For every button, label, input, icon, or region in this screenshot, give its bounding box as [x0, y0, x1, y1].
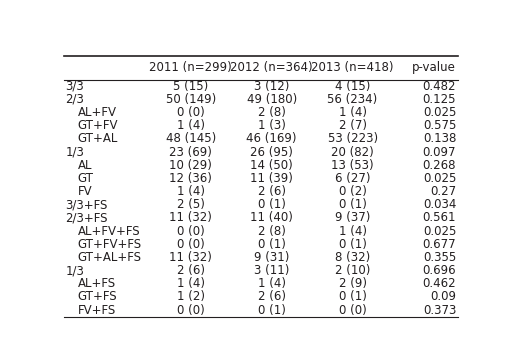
Text: 0.27: 0.27	[430, 185, 456, 198]
Text: 2/3+FS: 2/3+FS	[66, 211, 108, 224]
Text: 14 (50): 14 (50)	[250, 159, 293, 172]
Text: 2 (6): 2 (6)	[177, 264, 205, 277]
Text: 0.575: 0.575	[423, 119, 456, 132]
Text: 0.138: 0.138	[423, 132, 456, 146]
Text: 2 (8): 2 (8)	[258, 224, 286, 237]
Text: 1 (4): 1 (4)	[258, 277, 286, 290]
Text: 3/3+FS: 3/3+FS	[66, 198, 108, 211]
Text: FV+FS: FV+FS	[77, 303, 116, 316]
Text: 10 (29): 10 (29)	[169, 159, 212, 172]
Text: 1 (4): 1 (4)	[177, 277, 205, 290]
Text: GT: GT	[77, 172, 94, 185]
Text: 1 (4): 1 (4)	[177, 185, 205, 198]
Text: 1/3: 1/3	[66, 264, 84, 277]
Text: 23 (69): 23 (69)	[169, 146, 212, 159]
Text: 0.025: 0.025	[423, 172, 456, 185]
Text: AL+FV: AL+FV	[77, 106, 117, 119]
Text: 0.373: 0.373	[423, 303, 456, 316]
Text: 0.025: 0.025	[423, 224, 456, 237]
Text: 1 (4): 1 (4)	[338, 106, 366, 119]
Text: AL: AL	[77, 159, 92, 172]
Text: 0.09: 0.09	[430, 290, 456, 303]
Text: 26 (95): 26 (95)	[250, 146, 293, 159]
Text: 0.482: 0.482	[422, 80, 456, 93]
Text: GT+FV+FS: GT+FV+FS	[77, 238, 142, 251]
Text: 0 (2): 0 (2)	[338, 185, 366, 198]
Text: 20 (82): 20 (82)	[331, 146, 374, 159]
Text: 1/3: 1/3	[66, 146, 84, 159]
Text: 0 (1): 0 (1)	[258, 303, 286, 316]
Text: 50 (149): 50 (149)	[166, 93, 216, 106]
Text: FV: FV	[77, 185, 92, 198]
Text: 0.034: 0.034	[423, 198, 456, 211]
Text: 1 (2): 1 (2)	[177, 290, 205, 303]
Text: 2 (8): 2 (8)	[258, 106, 286, 119]
Text: 0 (0): 0 (0)	[177, 303, 205, 316]
Text: GT+FV: GT+FV	[77, 119, 118, 132]
Text: 2 (6): 2 (6)	[258, 290, 286, 303]
Text: AL+FV+FS: AL+FV+FS	[77, 224, 140, 237]
Text: 12 (36): 12 (36)	[169, 172, 212, 185]
Text: 56 (234): 56 (234)	[327, 93, 378, 106]
Text: 0 (1): 0 (1)	[338, 290, 366, 303]
Text: 11 (32): 11 (32)	[169, 251, 212, 264]
Text: 0.561: 0.561	[422, 211, 456, 224]
Text: 0 (1): 0 (1)	[258, 238, 286, 251]
Text: 1 (4): 1 (4)	[177, 119, 205, 132]
Text: 2 (5): 2 (5)	[177, 198, 205, 211]
Text: 0 (0): 0 (0)	[177, 106, 205, 119]
Text: 13 (53): 13 (53)	[331, 159, 374, 172]
Text: 0 (1): 0 (1)	[258, 198, 286, 211]
Text: 9 (31): 9 (31)	[254, 251, 290, 264]
Text: 2 (10): 2 (10)	[335, 264, 370, 277]
Text: 2 (9): 2 (9)	[338, 277, 366, 290]
Text: 0.125: 0.125	[422, 93, 456, 106]
Text: 11 (32): 11 (32)	[169, 211, 212, 224]
Text: 8 (32): 8 (32)	[335, 251, 370, 264]
Text: 0 (1): 0 (1)	[338, 198, 366, 211]
Text: 46 (169): 46 (169)	[246, 132, 297, 146]
Text: 0.025: 0.025	[423, 106, 456, 119]
Text: 9 (37): 9 (37)	[335, 211, 370, 224]
Text: AL+FS: AL+FS	[77, 277, 116, 290]
Text: 0 (0): 0 (0)	[177, 238, 205, 251]
Text: 2012 (n=364): 2012 (n=364)	[231, 61, 313, 74]
Text: 0.677: 0.677	[422, 238, 456, 251]
Text: 5 (15): 5 (15)	[173, 80, 209, 93]
Text: 48 (145): 48 (145)	[166, 132, 216, 146]
Text: 6 (27): 6 (27)	[335, 172, 371, 185]
Text: GT+AL: GT+AL	[77, 132, 118, 146]
Text: 53 (223): 53 (223)	[327, 132, 378, 146]
Text: 0.097: 0.097	[422, 146, 456, 159]
Text: 0 (0): 0 (0)	[338, 303, 366, 316]
Text: 1 (4): 1 (4)	[338, 224, 366, 237]
Text: p-value: p-value	[412, 61, 456, 74]
Text: 0 (1): 0 (1)	[338, 238, 366, 251]
Text: 3 (11): 3 (11)	[254, 264, 290, 277]
Text: 2 (6): 2 (6)	[258, 185, 286, 198]
Text: 2 (7): 2 (7)	[338, 119, 366, 132]
Text: 2013 (n=418): 2013 (n=418)	[312, 61, 394, 74]
Text: GT+FS: GT+FS	[77, 290, 117, 303]
Text: 11 (40): 11 (40)	[250, 211, 293, 224]
Text: 1 (3): 1 (3)	[258, 119, 286, 132]
Text: GT+AL+FS: GT+AL+FS	[77, 251, 142, 264]
Text: 3 (12): 3 (12)	[254, 80, 290, 93]
Text: 0.696: 0.696	[422, 264, 456, 277]
Text: 11 (39): 11 (39)	[250, 172, 293, 185]
Text: 2011 (n=299): 2011 (n=299)	[150, 61, 232, 74]
Text: 2/3: 2/3	[66, 93, 84, 106]
Text: 0.268: 0.268	[422, 159, 456, 172]
Text: 3/3: 3/3	[66, 80, 84, 93]
Text: 0 (0): 0 (0)	[177, 224, 205, 237]
Text: 49 (180): 49 (180)	[246, 93, 297, 106]
Text: 0.355: 0.355	[423, 251, 456, 264]
Text: 0.462: 0.462	[422, 277, 456, 290]
Text: 4 (15): 4 (15)	[335, 80, 370, 93]
